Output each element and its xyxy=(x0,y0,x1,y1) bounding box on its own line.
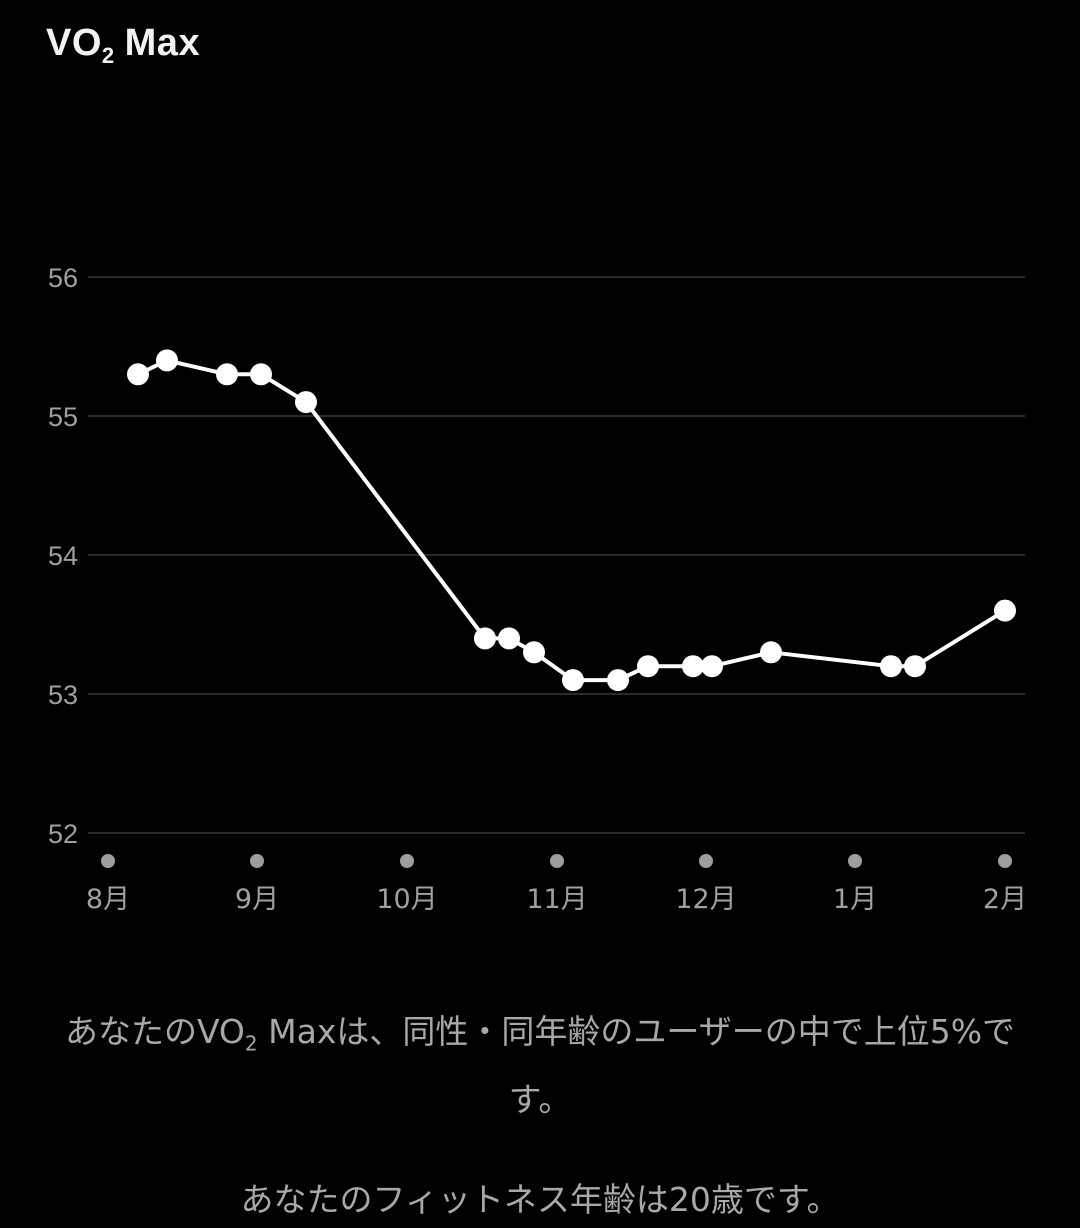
y-tick-label: 54 xyxy=(48,541,78,571)
y-tick-label: 55 xyxy=(48,402,78,432)
fitness-age-description: あなたのフィットネス年齢は20歳です。 xyxy=(240,1180,840,1219)
data-point[interactable] xyxy=(562,669,584,692)
x-tick-dot-icon xyxy=(998,854,1012,868)
x-tick-dot-icon xyxy=(550,854,564,868)
data-point[interactable] xyxy=(295,391,317,414)
data-point[interactable] xyxy=(156,349,178,372)
data-point[interactable] xyxy=(760,641,782,664)
data-point[interactable] xyxy=(607,669,629,692)
x-tick-label: 1月 xyxy=(833,884,877,915)
x-tick-dot-icon xyxy=(848,854,862,868)
data-points xyxy=(127,349,1016,692)
x-tick-dot-icon xyxy=(250,854,264,868)
y-tick-label: 52 xyxy=(48,819,78,849)
data-point[interactable] xyxy=(523,641,545,664)
x-tick-label: 10月 xyxy=(376,884,437,915)
x-tick-dot-icon xyxy=(699,854,713,868)
x-tick-dot-icon xyxy=(400,854,414,868)
data-point[interactable] xyxy=(637,655,659,678)
data-point[interactable] xyxy=(904,655,926,678)
data-point[interactable] xyxy=(127,363,149,386)
x-tick-dot-icon xyxy=(101,854,115,868)
vo2max-line-chart: 52 53 54 55 56 8月 9月 10月 11月 12月 1月 2月 xyxy=(48,263,1027,915)
data-point[interactable] xyxy=(474,627,496,650)
x-tick-label: 8月 xyxy=(86,884,130,915)
x-tick-label: 2月 xyxy=(983,884,1027,915)
x-tick-label: 9月 xyxy=(235,884,279,915)
data-point[interactable] xyxy=(994,599,1016,622)
data-point[interactable] xyxy=(250,363,272,386)
x-tick-label: 12月 xyxy=(675,884,736,915)
page-title: VO2 Max xyxy=(46,22,201,68)
data-point[interactable] xyxy=(701,655,723,678)
data-point[interactable] xyxy=(498,627,520,650)
chart-grid xyxy=(88,276,1025,834)
x-tick-label: 11月 xyxy=(526,884,587,915)
y-tick-label: 56 xyxy=(48,263,78,293)
data-point[interactable] xyxy=(216,363,238,386)
data-point[interactable] xyxy=(682,655,704,678)
vo2max-series-line xyxy=(137,358,1007,683)
x-axis-labels: 8月 9月 10月 11月 12月 1月 2月 xyxy=(86,854,1027,915)
data-point[interactable] xyxy=(880,655,902,678)
y-axis-labels: 52 53 54 55 56 xyxy=(48,263,78,849)
y-tick-label: 53 xyxy=(48,680,78,710)
percentile-description: あなたのVO2 Maxは、同性・同年齢のユーザーの中で上位5%です。 xyxy=(64,1012,1016,1119)
